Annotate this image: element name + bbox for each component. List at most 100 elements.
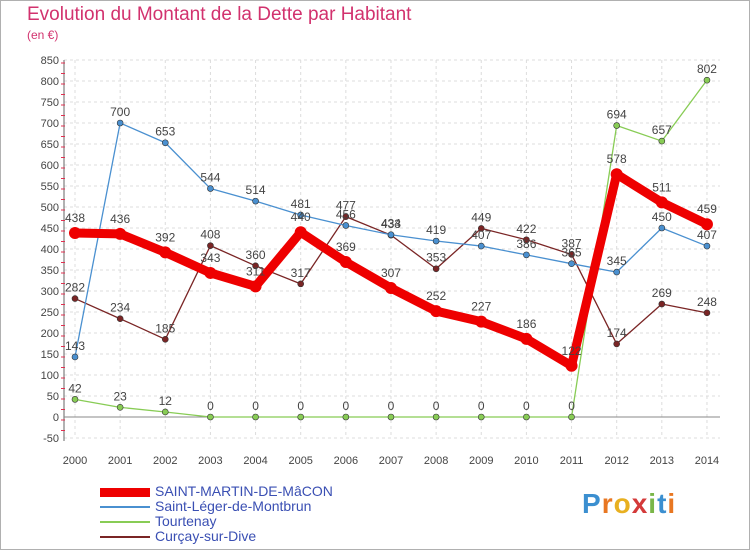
data-label: 387 bbox=[562, 236, 582, 250]
x-tick-label: 2002 bbox=[153, 455, 177, 467]
data-point bbox=[252, 197, 259, 205]
data-label: 343 bbox=[200, 251, 220, 265]
data-point bbox=[432, 265, 440, 273]
data-label: 42 bbox=[68, 381, 82, 395]
data-point bbox=[658, 137, 666, 145]
data-point bbox=[297, 211, 305, 219]
axes: -50 0 50 100 150 200 250 300 350 400 450 500 550 600 6… bbox=[41, 55, 720, 467]
data-label: 511 bbox=[652, 180, 671, 194]
data-point bbox=[568, 413, 575, 421]
y-tick-label: 450 bbox=[41, 223, 59, 235]
data-label: 227 bbox=[471, 300, 491, 314]
data-label: 481 bbox=[291, 197, 311, 211]
data-point bbox=[252, 413, 259, 421]
x-tick-label: 2003 bbox=[198, 455, 222, 467]
data-label: 386 bbox=[516, 237, 536, 251]
y-tick-label: 150 bbox=[41, 349, 59, 361]
data-label: 143 bbox=[65, 339, 85, 353]
x-tick-label: 2010 bbox=[514, 455, 538, 467]
data-label: 802 bbox=[697, 62, 717, 76]
data-label: 122 bbox=[562, 344, 582, 358]
logo-letter: r bbox=[601, 488, 614, 519]
data-label: 0 bbox=[388, 399, 395, 413]
data-label: 0 bbox=[568, 399, 575, 413]
data-label: 186 bbox=[516, 317, 536, 331]
logo-letter: P bbox=[582, 488, 602, 519]
data-point bbox=[384, 282, 397, 295]
legend-label: SAINT-MARTIN-DE-MâCON bbox=[155, 483, 333, 499]
data-label: 407 bbox=[697, 228, 717, 242]
data-label: 0 bbox=[207, 399, 214, 413]
data-point bbox=[387, 231, 395, 239]
data-point bbox=[159, 246, 172, 259]
x-tick-label: 2009 bbox=[469, 455, 493, 467]
data-label: 0 bbox=[433, 399, 440, 413]
data-label: 456 bbox=[336, 207, 356, 221]
data-label: 345 bbox=[607, 254, 627, 268]
y-tick-label: 100 bbox=[41, 370, 59, 382]
y-tick-label: 750 bbox=[41, 97, 59, 109]
data-label: 440 bbox=[291, 210, 311, 224]
logo-letter: i bbox=[667, 488, 677, 519]
data-point bbox=[71, 295, 79, 302]
data-point bbox=[565, 359, 578, 372]
data-point bbox=[297, 413, 305, 421]
y-tick-label: 850 bbox=[41, 55, 59, 67]
y-tick-label: 200 bbox=[41, 328, 59, 340]
legend-label: Tourtenay bbox=[155, 513, 217, 529]
y-tick-label: 500 bbox=[41, 202, 59, 214]
legend-label: Curçay-sur-Dive bbox=[155, 528, 257, 544]
data-label: 459 bbox=[697, 202, 717, 216]
data-point bbox=[116, 315, 124, 323]
logo-letter: t bbox=[657, 488, 668, 519]
data-point bbox=[207, 242, 214, 249]
data-label: 360 bbox=[246, 248, 266, 262]
data-point bbox=[523, 236, 530, 244]
legend-swatch bbox=[100, 521, 150, 523]
data-label: 252 bbox=[426, 289, 446, 303]
data-point bbox=[703, 309, 711, 317]
data-label: 365 bbox=[562, 246, 582, 260]
data-label: 0 bbox=[478, 399, 485, 413]
legend-swatch bbox=[100, 536, 150, 538]
y-tick-label: 0 bbox=[53, 412, 59, 424]
y-tick-label: 800 bbox=[41, 76, 59, 88]
x-tick-label: 2008 bbox=[424, 455, 448, 467]
x-tick-label: 2004 bbox=[243, 455, 267, 467]
data-point bbox=[161, 335, 169, 343]
data-point bbox=[207, 185, 214, 192]
y-tick-label: 550 bbox=[41, 181, 59, 193]
data-point bbox=[71, 396, 79, 403]
data-point bbox=[71, 353, 79, 361]
data-point bbox=[432, 413, 440, 421]
data-point bbox=[204, 266, 217, 279]
x-tick-label: 2013 bbox=[650, 455, 674, 467]
data-point bbox=[523, 413, 530, 421]
x-tick-label: 2005 bbox=[288, 455, 312, 467]
logo-letter: o bbox=[613, 488, 632, 519]
data-point bbox=[475, 315, 488, 328]
data-label: 450 bbox=[652, 210, 672, 224]
x-tick-label: 2000 bbox=[63, 455, 87, 467]
chart-title: Evolution du Montant de la Dette par Hab… bbox=[27, 4, 412, 25]
y-tick-label: 650 bbox=[41, 139, 59, 151]
data-point bbox=[297, 280, 305, 288]
data-point bbox=[658, 224, 666, 232]
logo-letter: x bbox=[631, 488, 649, 519]
data-point bbox=[207, 413, 214, 421]
data-point bbox=[613, 340, 620, 348]
data-label: 434 bbox=[381, 217, 401, 231]
data-label: 174 bbox=[607, 326, 627, 340]
data-point bbox=[432, 237, 440, 245]
legend-swatch bbox=[100, 488, 150, 497]
data-point bbox=[339, 256, 352, 269]
y-tick-label: 600 bbox=[41, 160, 59, 172]
x-tick-label: 2006 bbox=[334, 455, 358, 467]
data-point bbox=[114, 227, 127, 240]
data-label: 369 bbox=[336, 240, 356, 254]
data-label: 392 bbox=[155, 230, 175, 244]
data-point bbox=[520, 332, 533, 345]
data-point bbox=[477, 242, 485, 250]
x-tick-label: 2012 bbox=[604, 455, 628, 467]
